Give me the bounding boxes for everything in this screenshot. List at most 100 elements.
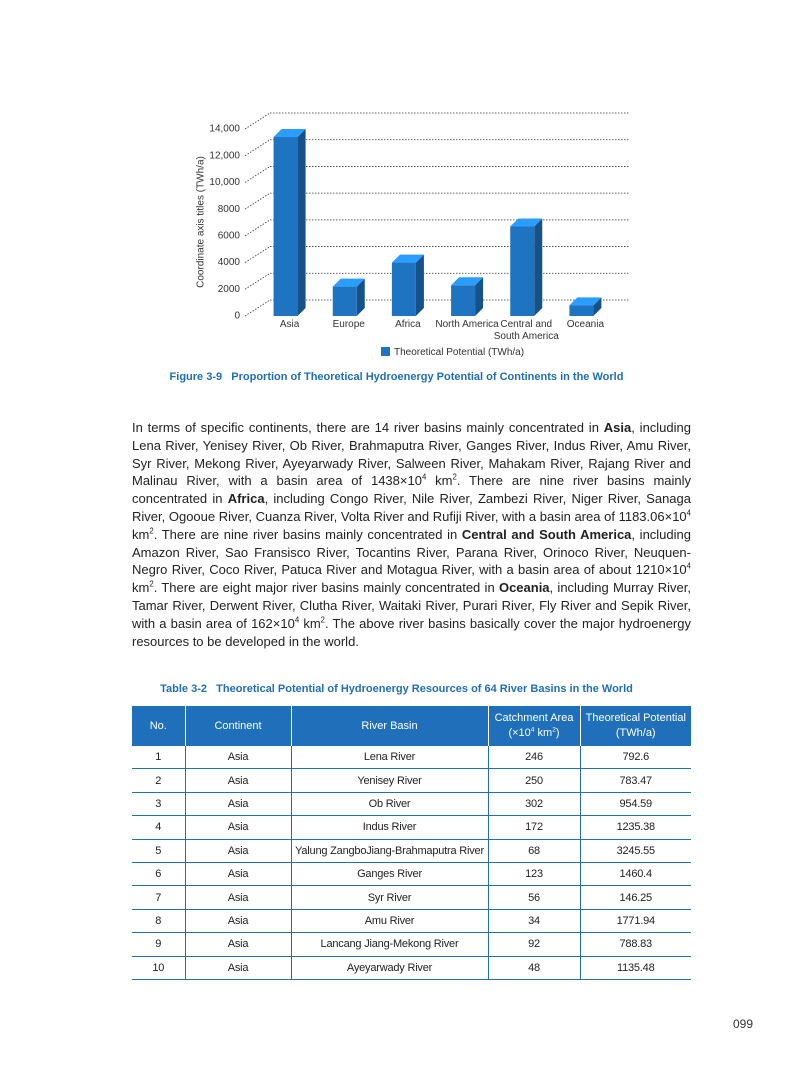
- table-row: 8 Asia Amu River 34 1771.94: [132, 909, 691, 934]
- grid-line: [244, 166, 630, 183]
- table-row: 4 Asia Indus River 172 1235.38: [132, 815, 691, 840]
- table-cell: Asia: [185, 839, 292, 863]
- text-run: 2: [452, 473, 457, 483]
- text-run: ): [555, 727, 560, 739]
- text-run: . There are eight major river basins mai…: [153, 580, 499, 596]
- text-run: , including Congo River, Nile River, Zam…: [132, 491, 691, 524]
- table-row: 6 Asia Ganges River 123 1460.4: [132, 862, 691, 887]
- table-cell: Lancang Jiang-Mekong River: [291, 932, 489, 957]
- legend-label: Theoretical Potential (TWh/a): [394, 347, 525, 358]
- text-run: 4: [294, 615, 300, 625]
- grid-line: [244, 219, 630, 237]
- y-tick-label: 0: [234, 311, 240, 322]
- text-run: km: [132, 580, 150, 596]
- table-cell: Lena River: [291, 746, 489, 770]
- x-tick-label: Asia: [279, 319, 300, 330]
- text-run: Oceania: [498, 580, 550, 596]
- table-cell: 1135.48: [580, 956, 691, 980]
- table-cell: Asia: [185, 862, 292, 887]
- table-cell: 34: [488, 909, 581, 934]
- bar-front: [510, 226, 535, 316]
- text-run: 4: [686, 562, 691, 572]
- text-run: 4: [686, 508, 691, 518]
- bar-side: [534, 218, 543, 316]
- table-cell: 172: [488, 815, 581, 840]
- table-cell: 3: [132, 792, 186, 817]
- table-cell: 123: [488, 862, 581, 887]
- table-cell: 783.47: [580, 768, 691, 793]
- text-run: km: [299, 615, 321, 631]
- table-cell: 1460.4: [580, 862, 691, 887]
- table-cell: 146.25: [580, 885, 691, 910]
- bar-side: [593, 297, 602, 316]
- header-cell: No.: [132, 706, 186, 746]
- table-cell: 1: [132, 746, 186, 770]
- y-tick-label: 6000: [218, 230, 241, 241]
- text-run: km: [426, 473, 453, 489]
- table-cell: Yenisey River: [291, 768, 489, 793]
- table-cell: 6: [132, 862, 186, 887]
- text-run: . There are nine river basins mainly con…: [132, 473, 692, 507]
- table-cell: Asia: [185, 885, 292, 910]
- y-tick-label: 4000: [218, 257, 241, 268]
- text-run: 4: [530, 726, 535, 734]
- table-cell: 8: [132, 909, 186, 934]
- text-run: km: [132, 526, 150, 542]
- grid-side: [244, 112, 271, 130]
- grid-line: [244, 299, 630, 317]
- grid-line: [244, 272, 630, 290]
- text-run: . There are nine river basins mainly con…: [153, 526, 462, 542]
- table-cell: Ganges River: [291, 862, 489, 887]
- table-row: 5 Asia Yalung ZangboJiang-Brahmaputra Rive…: [132, 839, 691, 863]
- table-cell: Yalung ZangboJiang-Brahmaputra River: [291, 839, 489, 863]
- text-run: km: [534, 727, 553, 739]
- table-cell: Asia: [185, 768, 292, 793]
- bar-front: [273, 137, 298, 316]
- bar-front: [332, 286, 357, 316]
- table-cell: Amu River: [291, 909, 489, 934]
- table-cell: Ayeyarwady River: [291, 956, 489, 980]
- y-tick-label: 8000: [218, 204, 241, 215]
- bar-top: [332, 278, 365, 287]
- text-run: 2: [149, 579, 154, 589]
- bar-front: [569, 305, 594, 316]
- table-cell: 788.83: [580, 932, 691, 957]
- table-caption: Table 3-2 Theoretical Potential of Hydro…: [160, 683, 633, 695]
- table-cell: 7: [132, 885, 186, 910]
- page-number: 099: [733, 1017, 754, 1031]
- grid-line: [244, 192, 630, 210]
- text-run: , including Murray River, Tamar River, D…: [132, 580, 691, 631]
- table-cell: 302: [488, 792, 581, 817]
- grid-side: [244, 246, 271, 263]
- y-tick-label: 12,000: [209, 150, 240, 161]
- text-run: In terms of specific continents, there a…: [132, 420, 604, 435]
- x-tick-label: Oceania: [566, 319, 605, 330]
- bar: [451, 277, 484, 316]
- bar-side: [356, 278, 365, 316]
- table-cell: 2: [132, 768, 186, 793]
- bar: [569, 297, 602, 316]
- grid-line: [244, 246, 630, 263]
- table-cell: Indus River: [291, 815, 489, 840]
- table-row: 1 Asia Lena River 246 792.6: [132, 746, 691, 770]
- x-tick-label: Europe: [332, 319, 365, 330]
- table-cell: 1235.38: [580, 815, 691, 840]
- table-row: 7 Asia Syr River 56 146.25: [132, 885, 691, 910]
- grid-line: [244, 112, 630, 130]
- table-cell: 9: [132, 932, 186, 957]
- bar-front: [391, 262, 416, 316]
- table-cell: 792.6: [580, 746, 691, 770]
- text-run: 2: [320, 615, 326, 625]
- bar-top: [451, 277, 484, 286]
- x-tick-label: Central and South America: [493, 319, 559, 342]
- header-cell: Catchment Area (×104 km2): [488, 706, 581, 746]
- table-cell: Asia: [185, 932, 292, 957]
- chart: Coordinate axis titles (TWh/a) 0 2000 4000…: [196, 112, 630, 322]
- grid-side: [244, 192, 271, 210]
- table-cell: 5: [132, 839, 186, 863]
- grid-side: [244, 272, 271, 290]
- table-row: 2 Asia Yenisey River 250 783.47: [132, 768, 691, 793]
- grid-side: [244, 219, 271, 237]
- bar-top: [273, 129, 306, 138]
